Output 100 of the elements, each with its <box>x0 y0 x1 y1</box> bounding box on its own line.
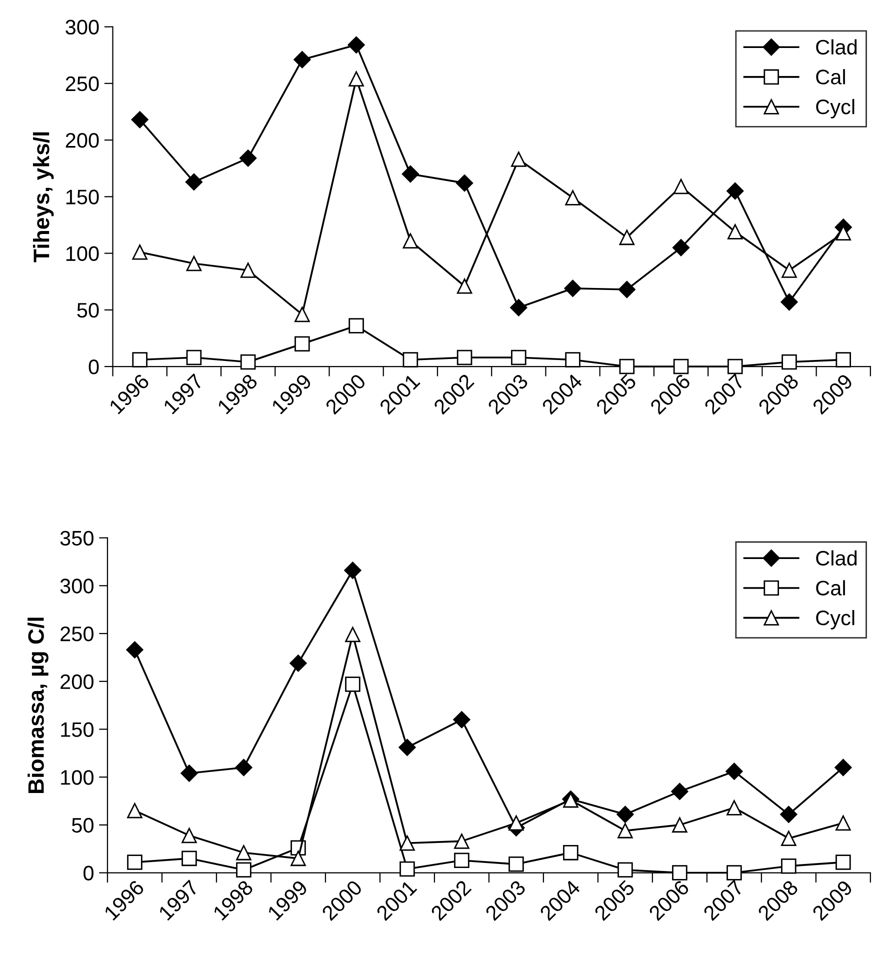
point <box>671 782 688 800</box>
point <box>290 850 306 866</box>
point <box>454 834 470 849</box>
y-tick-label: 250 <box>66 76 99 92</box>
y-tick-label: 50 <box>77 302 99 318</box>
point <box>127 854 142 870</box>
y-tick-label: 200 <box>66 133 99 148</box>
point <box>398 738 416 756</box>
point <box>508 856 524 872</box>
point <box>290 654 307 672</box>
point <box>672 817 688 833</box>
point <box>456 350 472 366</box>
point <box>456 278 472 294</box>
point <box>240 262 256 278</box>
point <box>400 835 415 851</box>
point <box>186 350 202 366</box>
point <box>240 150 257 167</box>
point <box>511 152 526 167</box>
point <box>565 190 580 206</box>
point <box>235 758 252 776</box>
y-tick-label: 50 <box>72 818 94 833</box>
point <box>781 858 796 874</box>
y-tick-label: 250 <box>60 626 94 642</box>
y-tick-label: 100 <box>61 770 94 785</box>
point <box>185 173 202 190</box>
legend-label: Cycl <box>816 610 854 630</box>
point <box>726 865 742 880</box>
legend-label: Clad <box>816 550 857 566</box>
point <box>344 562 362 579</box>
point <box>836 352 852 368</box>
point <box>618 862 633 878</box>
point <box>726 182 744 200</box>
point <box>132 352 148 368</box>
point <box>132 244 148 260</box>
point <box>453 711 470 728</box>
point <box>348 318 364 334</box>
point <box>454 852 470 868</box>
point <box>780 806 798 823</box>
point <box>726 800 742 816</box>
point <box>618 823 633 838</box>
point <box>400 861 415 877</box>
point <box>182 828 197 844</box>
point <box>127 802 142 818</box>
point <box>727 224 743 240</box>
point <box>836 815 851 831</box>
y-tick-label: 300 <box>60 578 94 594</box>
y-tick-label: 0 <box>84 866 94 881</box>
point <box>673 358 689 374</box>
point <box>345 676 360 692</box>
point <box>345 626 360 642</box>
point <box>180 764 198 782</box>
y-tick-label: 100 <box>66 246 99 262</box>
point <box>294 336 310 352</box>
point <box>294 51 311 68</box>
point <box>780 293 798 311</box>
point <box>186 256 202 272</box>
point <box>619 230 635 246</box>
point <box>672 239 690 256</box>
point <box>236 845 252 860</box>
y-tick-label: 0 <box>88 360 99 374</box>
point <box>619 358 635 374</box>
point <box>348 36 365 54</box>
point <box>672 865 688 880</box>
y-tick-label: 350 <box>60 530 94 546</box>
point <box>726 762 743 780</box>
y-axis-title: Biomassa, µg C/l <box>28 618 48 793</box>
point <box>781 830 796 846</box>
y-tick-label: 200 <box>60 674 94 690</box>
legend-label: Cal <box>816 580 845 596</box>
legend-label: Clad <box>816 39 857 55</box>
point <box>348 71 364 87</box>
legend-label: Cycl <box>816 98 854 118</box>
point <box>834 758 852 776</box>
point <box>564 280 582 297</box>
point <box>508 815 524 831</box>
point <box>131 111 148 128</box>
y-axis-title: Tiheys, yks/l <box>32 132 54 262</box>
point <box>402 352 418 368</box>
point <box>618 280 636 298</box>
point <box>510 299 528 316</box>
y-tick-label: 150 <box>61 722 94 737</box>
legend-label: Cal <box>816 69 845 84</box>
point <box>294 306 310 322</box>
point <box>673 178 689 194</box>
point <box>782 262 797 278</box>
point <box>565 352 580 368</box>
point <box>782 354 797 370</box>
point <box>240 354 256 370</box>
y-tick-label: 150 <box>66 190 99 204</box>
point <box>616 806 634 823</box>
point <box>402 233 418 248</box>
y-tick-label: 300 <box>66 20 99 35</box>
point <box>126 641 144 658</box>
point <box>236 862 252 878</box>
point <box>836 854 851 870</box>
point <box>456 174 474 192</box>
point <box>182 850 197 866</box>
point <box>563 845 578 860</box>
point <box>511 350 526 366</box>
point <box>727 358 743 374</box>
